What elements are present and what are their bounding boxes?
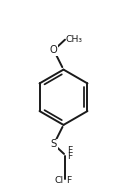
Text: Cl: Cl bbox=[55, 176, 64, 185]
Text: F: F bbox=[67, 152, 72, 161]
Text: F: F bbox=[66, 176, 72, 185]
Text: S: S bbox=[51, 139, 57, 149]
Text: O: O bbox=[50, 45, 58, 55]
Text: F: F bbox=[67, 146, 72, 155]
Text: CH₃: CH₃ bbox=[66, 35, 83, 44]
